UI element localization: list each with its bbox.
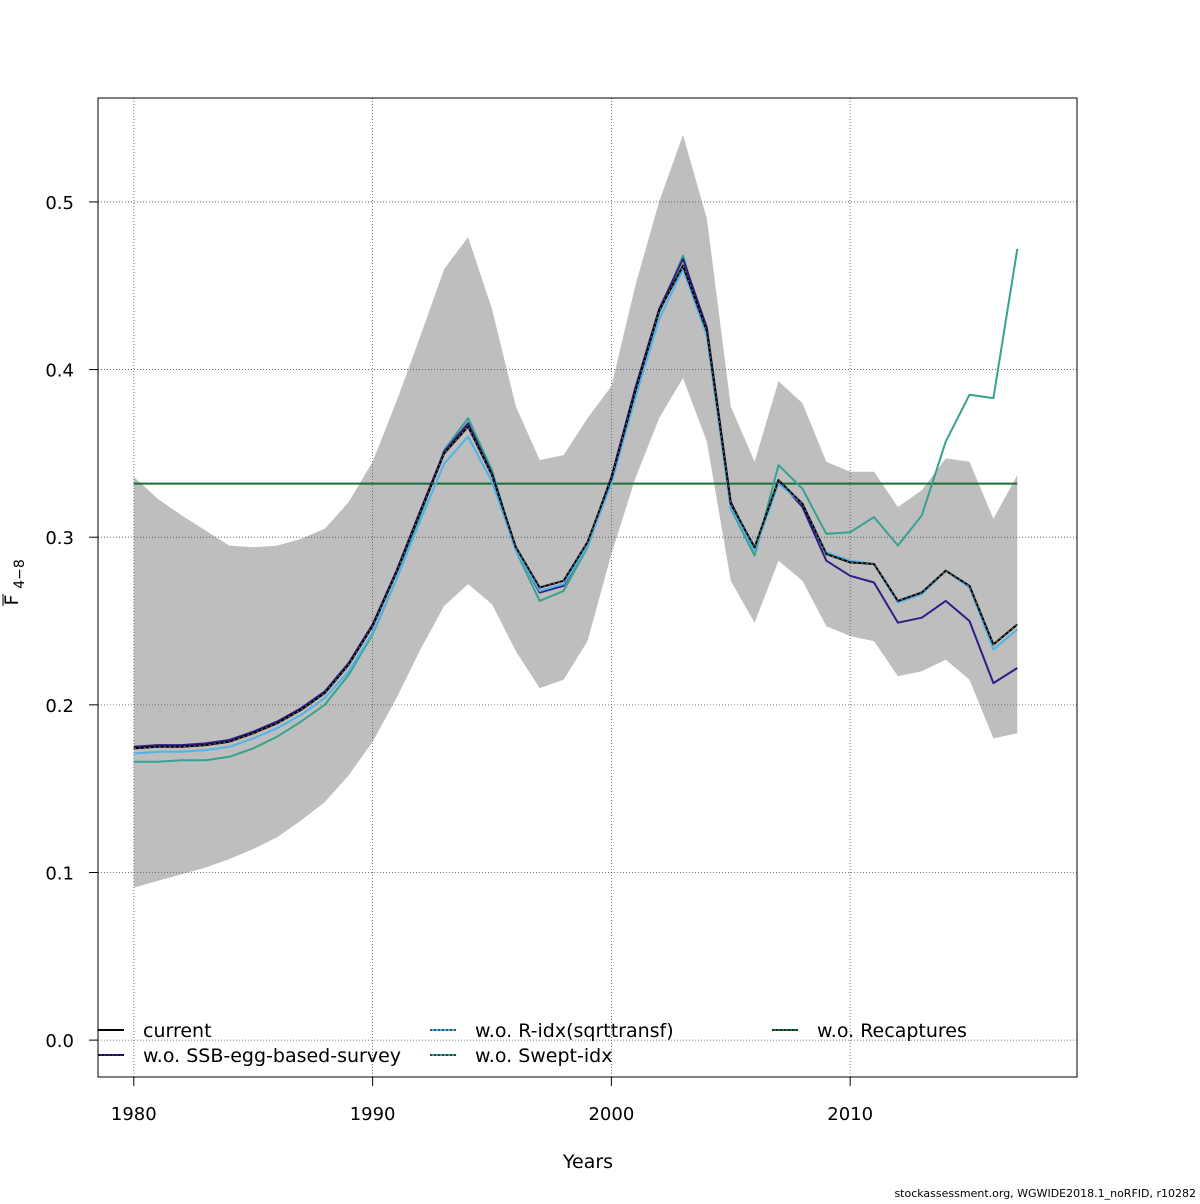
x-tick-label-1980: 1980 xyxy=(111,1104,157,1125)
y-tick-label-0.4: 0.4 xyxy=(45,361,74,382)
legend-label-current: current xyxy=(143,1020,212,1042)
legend-label-w-o-recaptures: w.o. Recaptures xyxy=(817,1020,967,1042)
confidence-band xyxy=(133,134,1018,888)
x-tick-label-2000: 2000 xyxy=(588,1104,634,1125)
legend: current w.o. SSB-egg-based-survey w.o. R-i… xyxy=(98,1020,967,1067)
series-line-w-o-swept-idx xyxy=(133,248,1019,763)
y-tick-label-0.2: 0.2 xyxy=(45,696,74,717)
x-tick-label-2010: 2010 xyxy=(827,1104,873,1125)
plot-frame xyxy=(97,97,1078,1078)
y-axis-title-subscript: 4−8 xyxy=(12,559,28,589)
y-axis-title-main: F xyxy=(1,595,23,606)
x-axis: 1980 1990 2000 2010 xyxy=(111,1077,873,1125)
y-axis: 0.0 0.1 0.2 0.3 0.4 0.5 xyxy=(45,193,98,1052)
series-line-current-dotted-overlay xyxy=(133,264,1018,749)
legend-label-w-o-r-idx-sqrttransf: w.o. R-idx(sqrttransf) xyxy=(475,1020,674,1042)
y-tick-label-0.5: 0.5 xyxy=(45,193,74,214)
x-axis-title: Years xyxy=(562,1151,613,1173)
x-tick-label-1990: 1990 xyxy=(350,1104,396,1125)
legend-label-w-o-swept-idx: w.o. Swept-idx xyxy=(475,1045,612,1067)
y-tick-label-0.3: 0.3 xyxy=(45,528,74,549)
y-tick-label-0.0: 0.0 xyxy=(45,1031,74,1052)
confidence-band-layer xyxy=(133,134,1018,888)
y-axis-title: F 4−8 xyxy=(1,559,28,606)
footer-credit: stockassessment.org, WGWIDE2018.1_noRFID… xyxy=(894,1187,1196,1200)
grid-layer xyxy=(98,98,1077,1077)
y-tick-label-0.1: 0.1 xyxy=(45,863,74,884)
legend-label-w-o-ssb-egg-based-survey: w.o. SSB-egg-based-survey xyxy=(143,1045,401,1067)
series-layer xyxy=(133,248,1019,763)
